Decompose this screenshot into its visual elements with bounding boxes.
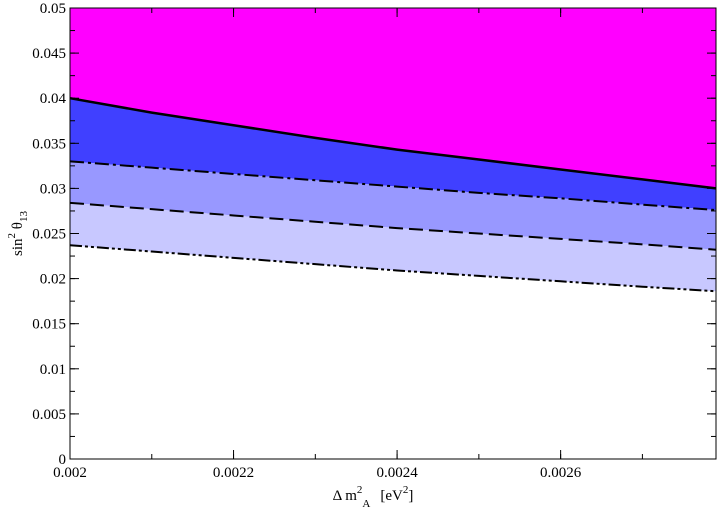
x-label-unit-open: [eV bbox=[380, 488, 403, 504]
x-label-prefix: Δ m bbox=[333, 488, 358, 504]
x-label-sup: 2 bbox=[357, 484, 363, 496]
x-tick-label: 0.0026 bbox=[540, 465, 582, 481]
band-fill-3 bbox=[70, 161, 716, 250]
x-tick-label: 0.0022 bbox=[213, 465, 254, 481]
y-label-prefix: sin bbox=[10, 238, 26, 256]
curve-dash-dot-dot bbox=[69, 244, 717, 293]
y-tick-label: 0.015 bbox=[32, 317, 66, 333]
y-tick-labels: 0 0.005 0.01 0.015 0.02 0.025 0.03 0.035 0.04 0.0… bbox=[32, 1, 66, 468]
y-label-mid: θ bbox=[10, 222, 26, 233]
y-label-sub: 13 bbox=[18, 211, 30, 223]
y-tick-label: 0.005 bbox=[32, 407, 66, 423]
curve-solid bbox=[69, 96, 717, 190]
y-tick-label: 0 bbox=[59, 452, 67, 468]
y-tick-label: 0.035 bbox=[32, 136, 66, 152]
y-tick-label: 0.01 bbox=[40, 362, 66, 378]
y-axis-label: sin2 θ13 bbox=[6, 211, 30, 256]
y-tick-label: 0.05 bbox=[40, 1, 66, 17]
y-tick-label: 0.03 bbox=[40, 181, 66, 197]
y-label-sup: 2 bbox=[6, 233, 18, 239]
band-fill-4 bbox=[70, 202, 716, 292]
x-tick-label: 0.0024 bbox=[376, 465, 418, 481]
x-label-sub: A bbox=[362, 498, 370, 510]
band-fill-1 bbox=[70, 8, 716, 189]
curve-dash-dot bbox=[69, 160, 717, 212]
x-label-unit-close: ] bbox=[408, 488, 413, 504]
y-tick-label: 0.025 bbox=[32, 227, 66, 243]
x-tick-labels: 0.002 0.0022 0.0024 0.0026 bbox=[53, 465, 582, 481]
y-tick-label: 0.02 bbox=[40, 272, 66, 288]
x-tick-label: 0.002 bbox=[53, 465, 87, 481]
curve-dash bbox=[69, 201, 717, 251]
y-tick-label: 0.04 bbox=[40, 91, 67, 107]
axis-ticks bbox=[69, 7, 716, 460]
boundary-curves bbox=[69, 96, 717, 293]
x-axis-label: Δ m2A [eV2] bbox=[333, 484, 414, 510]
y-tick-label: 0.045 bbox=[32, 46, 66, 62]
x-label-unit-sup: 2 bbox=[403, 484, 409, 496]
